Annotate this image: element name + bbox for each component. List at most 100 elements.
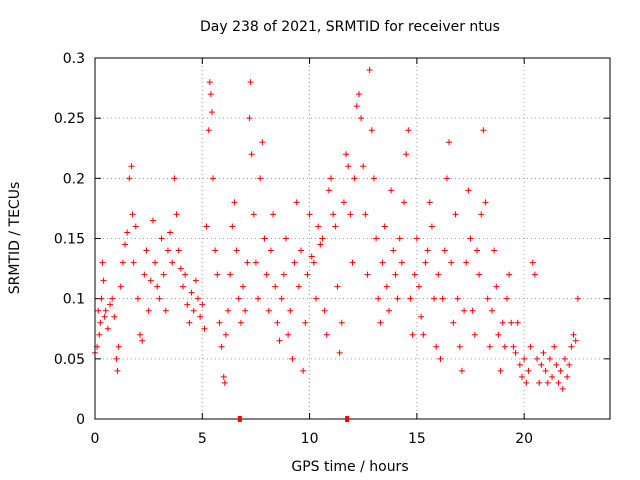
data-point (126, 175, 133, 182)
data-point (381, 223, 388, 230)
data-point (291, 259, 298, 266)
data-point (377, 319, 384, 326)
data-point (171, 175, 178, 182)
data-point (549, 373, 556, 380)
data-point (403, 151, 410, 158)
chart-title: Day 238 of 2021, SRMTID for receiver ntu… (200, 19, 500, 35)
data-point (564, 373, 571, 380)
data-point (221, 379, 228, 386)
data-point (184, 301, 191, 308)
data-point (293, 199, 300, 206)
data-point (97, 319, 104, 326)
data-point (330, 211, 337, 218)
data-point (325, 187, 332, 194)
data-point (370, 175, 377, 182)
data-point (298, 247, 304, 254)
data-point (141, 271, 148, 278)
y-tick-label: 0.3 (63, 51, 85, 67)
data-point (201, 325, 208, 332)
data-point (519, 373, 526, 380)
data-point (516, 361, 523, 368)
data-point (328, 175, 335, 182)
data-point (210, 175, 217, 182)
data-point (278, 295, 285, 302)
y-tick-label: 0 (76, 412, 85, 428)
y-tick-label: 0.1 (63, 292, 85, 308)
data-point (190, 307, 197, 314)
data-point (137, 331, 144, 338)
data-point (101, 313, 108, 320)
data-point (285, 331, 292, 338)
y-axis-label: SRMTID / TECUs (7, 182, 23, 295)
x-tick-label: 10 (301, 431, 319, 447)
data-point (525, 367, 532, 374)
data-point (478, 211, 485, 218)
data-point (250, 211, 257, 218)
data-point (167, 229, 174, 236)
data-point (304, 271, 311, 278)
data-point (405, 127, 412, 134)
data-point (529, 259, 536, 266)
data-point (313, 295, 320, 302)
data-point (422, 259, 429, 266)
data-point (143, 247, 150, 254)
data-point (504, 295, 510, 302)
data-point (401, 199, 407, 206)
data-point (383, 283, 390, 290)
data-point (235, 295, 242, 302)
data-point (169, 259, 176, 266)
data-point (99, 259, 106, 266)
data-point (546, 355, 553, 362)
data-point (302, 319, 309, 326)
data-point (154, 283, 161, 290)
data-point (122, 241, 129, 248)
data-point (199, 301, 206, 308)
data-point (287, 307, 294, 314)
data-point (568, 343, 575, 350)
data-point (461, 307, 468, 314)
data-point (289, 355, 296, 362)
data-point (491, 247, 498, 254)
data-point (345, 163, 352, 170)
data-point (561, 355, 568, 362)
data-point (465, 187, 472, 194)
data-point (240, 283, 247, 290)
data-point (497, 367, 504, 374)
axis-markers (237, 416, 350, 422)
data-point (379, 259, 386, 266)
data-point (358, 115, 365, 122)
data-point (139, 337, 146, 344)
data-point (450, 319, 457, 326)
data-point (177, 265, 184, 272)
data-point (109, 295, 116, 302)
data-point (96, 331, 103, 338)
data-point (231, 199, 238, 206)
data-point (104, 325, 111, 332)
data-point (388, 187, 395, 194)
data-point (315, 223, 322, 230)
data-point (340, 199, 347, 206)
data-point (225, 307, 232, 314)
data-point (205, 127, 212, 134)
data-point (270, 211, 277, 218)
data-point (242, 307, 249, 314)
data-point (362, 211, 369, 218)
data-point (237, 319, 244, 326)
data-point (364, 271, 371, 278)
data-point (300, 367, 307, 374)
data-point (471, 331, 478, 338)
data-point (458, 367, 465, 374)
data-point (321, 307, 328, 314)
data-point (366, 67, 373, 74)
data-point (349, 259, 356, 266)
data-point (162, 307, 169, 314)
data-point (424, 247, 431, 254)
data-point (574, 295, 581, 302)
data-point (566, 361, 573, 368)
data-point (385, 307, 392, 314)
y-tick-label: 0.05 (54, 352, 85, 368)
data-point (295, 283, 302, 290)
data-point (317, 241, 324, 248)
data-point (308, 253, 315, 260)
data-point (531, 271, 538, 278)
